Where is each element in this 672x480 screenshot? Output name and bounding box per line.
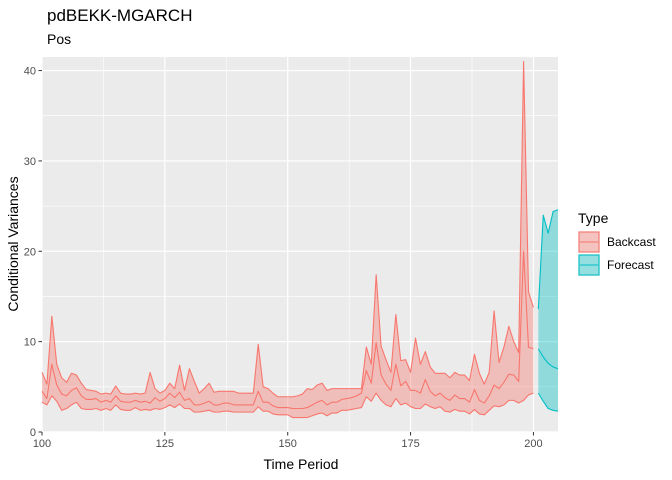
x-tick-label: 150	[279, 438, 297, 450]
series-layer	[41, 60, 559, 419]
y-axis-title: Conditional Variances	[5, 176, 21, 311]
line-mean-backcast	[41, 250, 534, 410]
line-mean-forecast	[537, 348, 559, 370]
legend-title: Type	[578, 210, 609, 226]
legend-label: Backcast	[607, 235, 656, 249]
x-tick-label: 200	[524, 438, 542, 450]
x-axis-title: Time Period	[264, 456, 339, 472]
y-tick-label: 10	[24, 337, 36, 349]
x-tick-label: 175	[401, 438, 419, 450]
plot-panel	[41, 57, 558, 433]
y-tick-label: 0	[30, 427, 36, 439]
axes: 100 125 150 175 200 0 10 20 30 40	[24, 66, 543, 450]
ribbon-forecast	[538, 209, 558, 412]
y-tick-label: 40	[24, 66, 36, 78]
series-backcast	[41, 60, 534, 419]
legend-label: Forecast	[607, 258, 654, 272]
series-forecast	[537, 209, 559, 412]
y-tick-label: 30	[24, 156, 36, 168]
legend-item-backcast: Backcast	[578, 231, 656, 253]
line-upper-forecast	[537, 209, 559, 310]
line-lower-forecast	[537, 392, 559, 412]
chart-subtitle: Pos	[47, 31, 71, 47]
y-tick-label: 20	[24, 246, 36, 258]
line-upper-backcast	[41, 60, 534, 398]
chart-title: pdBEKK-MGARCH	[47, 6, 192, 25]
x-tick-label: 100	[33, 438, 51, 450]
x-tick-label: 125	[156, 438, 174, 450]
line-lower-backcast	[41, 392, 534, 419]
legend-item-forecast: Forecast	[578, 254, 654, 276]
legend: Type Backcast Forecast	[578, 210, 656, 276]
